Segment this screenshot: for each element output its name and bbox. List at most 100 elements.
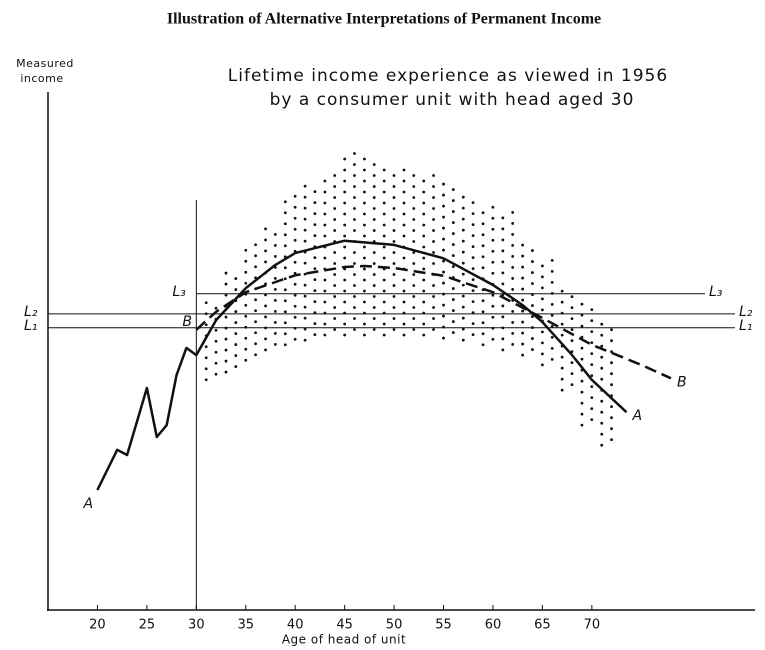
income-dot <box>313 212 317 216</box>
income-dot <box>293 238 297 242</box>
income-dot <box>580 390 584 394</box>
level-label: L₁ <box>24 318 37 334</box>
income-dot <box>412 207 416 210</box>
income-dot <box>461 228 465 232</box>
income-dot <box>541 308 544 312</box>
income-dot <box>570 383 574 386</box>
income-dot <box>570 317 574 320</box>
income-dot <box>303 294 307 298</box>
income-dot <box>303 305 307 309</box>
income-dot <box>541 352 544 356</box>
income-dot <box>442 314 445 318</box>
income-dot <box>392 229 396 232</box>
x-tick-label: 40 <box>287 618 304 633</box>
income-dot <box>333 262 337 265</box>
income-dot <box>363 190 366 194</box>
income-dot <box>442 226 445 230</box>
income-dot <box>353 229 356 232</box>
income-dot <box>382 168 386 172</box>
income-dot <box>313 311 317 315</box>
income-dot <box>273 255 277 258</box>
income-dot <box>461 283 465 287</box>
income-dot <box>313 190 317 194</box>
income-dot <box>471 245 475 249</box>
income-dot <box>363 168 366 172</box>
income-dot <box>283 244 287 248</box>
income-dot <box>402 256 406 260</box>
income-dot <box>254 298 257 302</box>
income-dot <box>283 277 287 281</box>
income-dot <box>412 328 416 331</box>
income-dot <box>422 289 426 293</box>
income-dot <box>451 320 455 323</box>
income-dot <box>590 363 594 367</box>
income-dot <box>451 265 455 268</box>
income-dot <box>550 269 554 273</box>
level-label: L₂ <box>24 304 38 320</box>
income-dot <box>392 207 396 210</box>
income-dot <box>353 163 356 166</box>
income-dot <box>283 299 287 303</box>
income-dot <box>531 282 534 285</box>
income-dot <box>501 304 505 308</box>
x-tick-label: 70 <box>584 618 601 633</box>
income-dot <box>402 179 406 183</box>
income-dot <box>244 336 248 340</box>
x-tick-label: 25 <box>139 618 156 633</box>
income-dot <box>511 321 515 324</box>
income-dot <box>491 337 495 341</box>
income-dot <box>392 306 396 309</box>
income-dot <box>412 174 416 177</box>
income-dot <box>382 201 386 205</box>
income-dot <box>323 179 327 183</box>
income-dot <box>293 304 297 308</box>
income-dot <box>382 333 386 337</box>
income-dot <box>412 262 416 265</box>
income-dot <box>234 321 238 324</box>
income-dot <box>541 297 544 301</box>
income-dot <box>273 321 277 324</box>
income-dot <box>353 317 356 320</box>
income-dot <box>254 309 257 313</box>
income-dot <box>283 288 287 292</box>
income-dot <box>214 306 218 310</box>
income-dot <box>491 293 495 297</box>
income-dot <box>422 300 426 304</box>
income-dot <box>560 300 564 304</box>
income-dot <box>382 179 386 183</box>
income-dot <box>402 201 406 205</box>
income-dot <box>590 352 594 356</box>
income-dot <box>590 319 594 323</box>
income-dot <box>323 223 327 227</box>
income-dot <box>234 365 238 368</box>
annotation: Lifetime income experience as viewed in … <box>228 66 668 86</box>
income-dot <box>590 418 594 422</box>
income-dot <box>254 342 257 346</box>
income-dot <box>323 333 327 337</box>
income-dot <box>550 346 554 350</box>
income-dot <box>402 300 406 304</box>
income-dot <box>432 196 435 199</box>
income-dot <box>244 314 248 318</box>
income-dot <box>481 299 485 303</box>
income-dot <box>363 212 366 216</box>
income-dot <box>264 304 267 308</box>
income-dot <box>353 295 356 298</box>
income-dot <box>432 306 435 309</box>
income-dot <box>600 355 604 359</box>
income-dot <box>600 333 604 337</box>
income-dot <box>451 254 455 257</box>
income-dot <box>244 281 248 285</box>
income-dot <box>333 229 337 232</box>
income-dot <box>313 223 317 227</box>
income-dot <box>333 207 337 210</box>
income-dot <box>550 357 554 361</box>
x-tick-label: 35 <box>237 618 254 633</box>
income-dot <box>303 283 307 287</box>
income-dot <box>521 254 525 258</box>
income-dot <box>560 388 564 392</box>
income-dot <box>590 407 594 411</box>
income-dot <box>372 328 376 331</box>
income-dot <box>254 331 257 335</box>
income-dot <box>313 289 317 293</box>
